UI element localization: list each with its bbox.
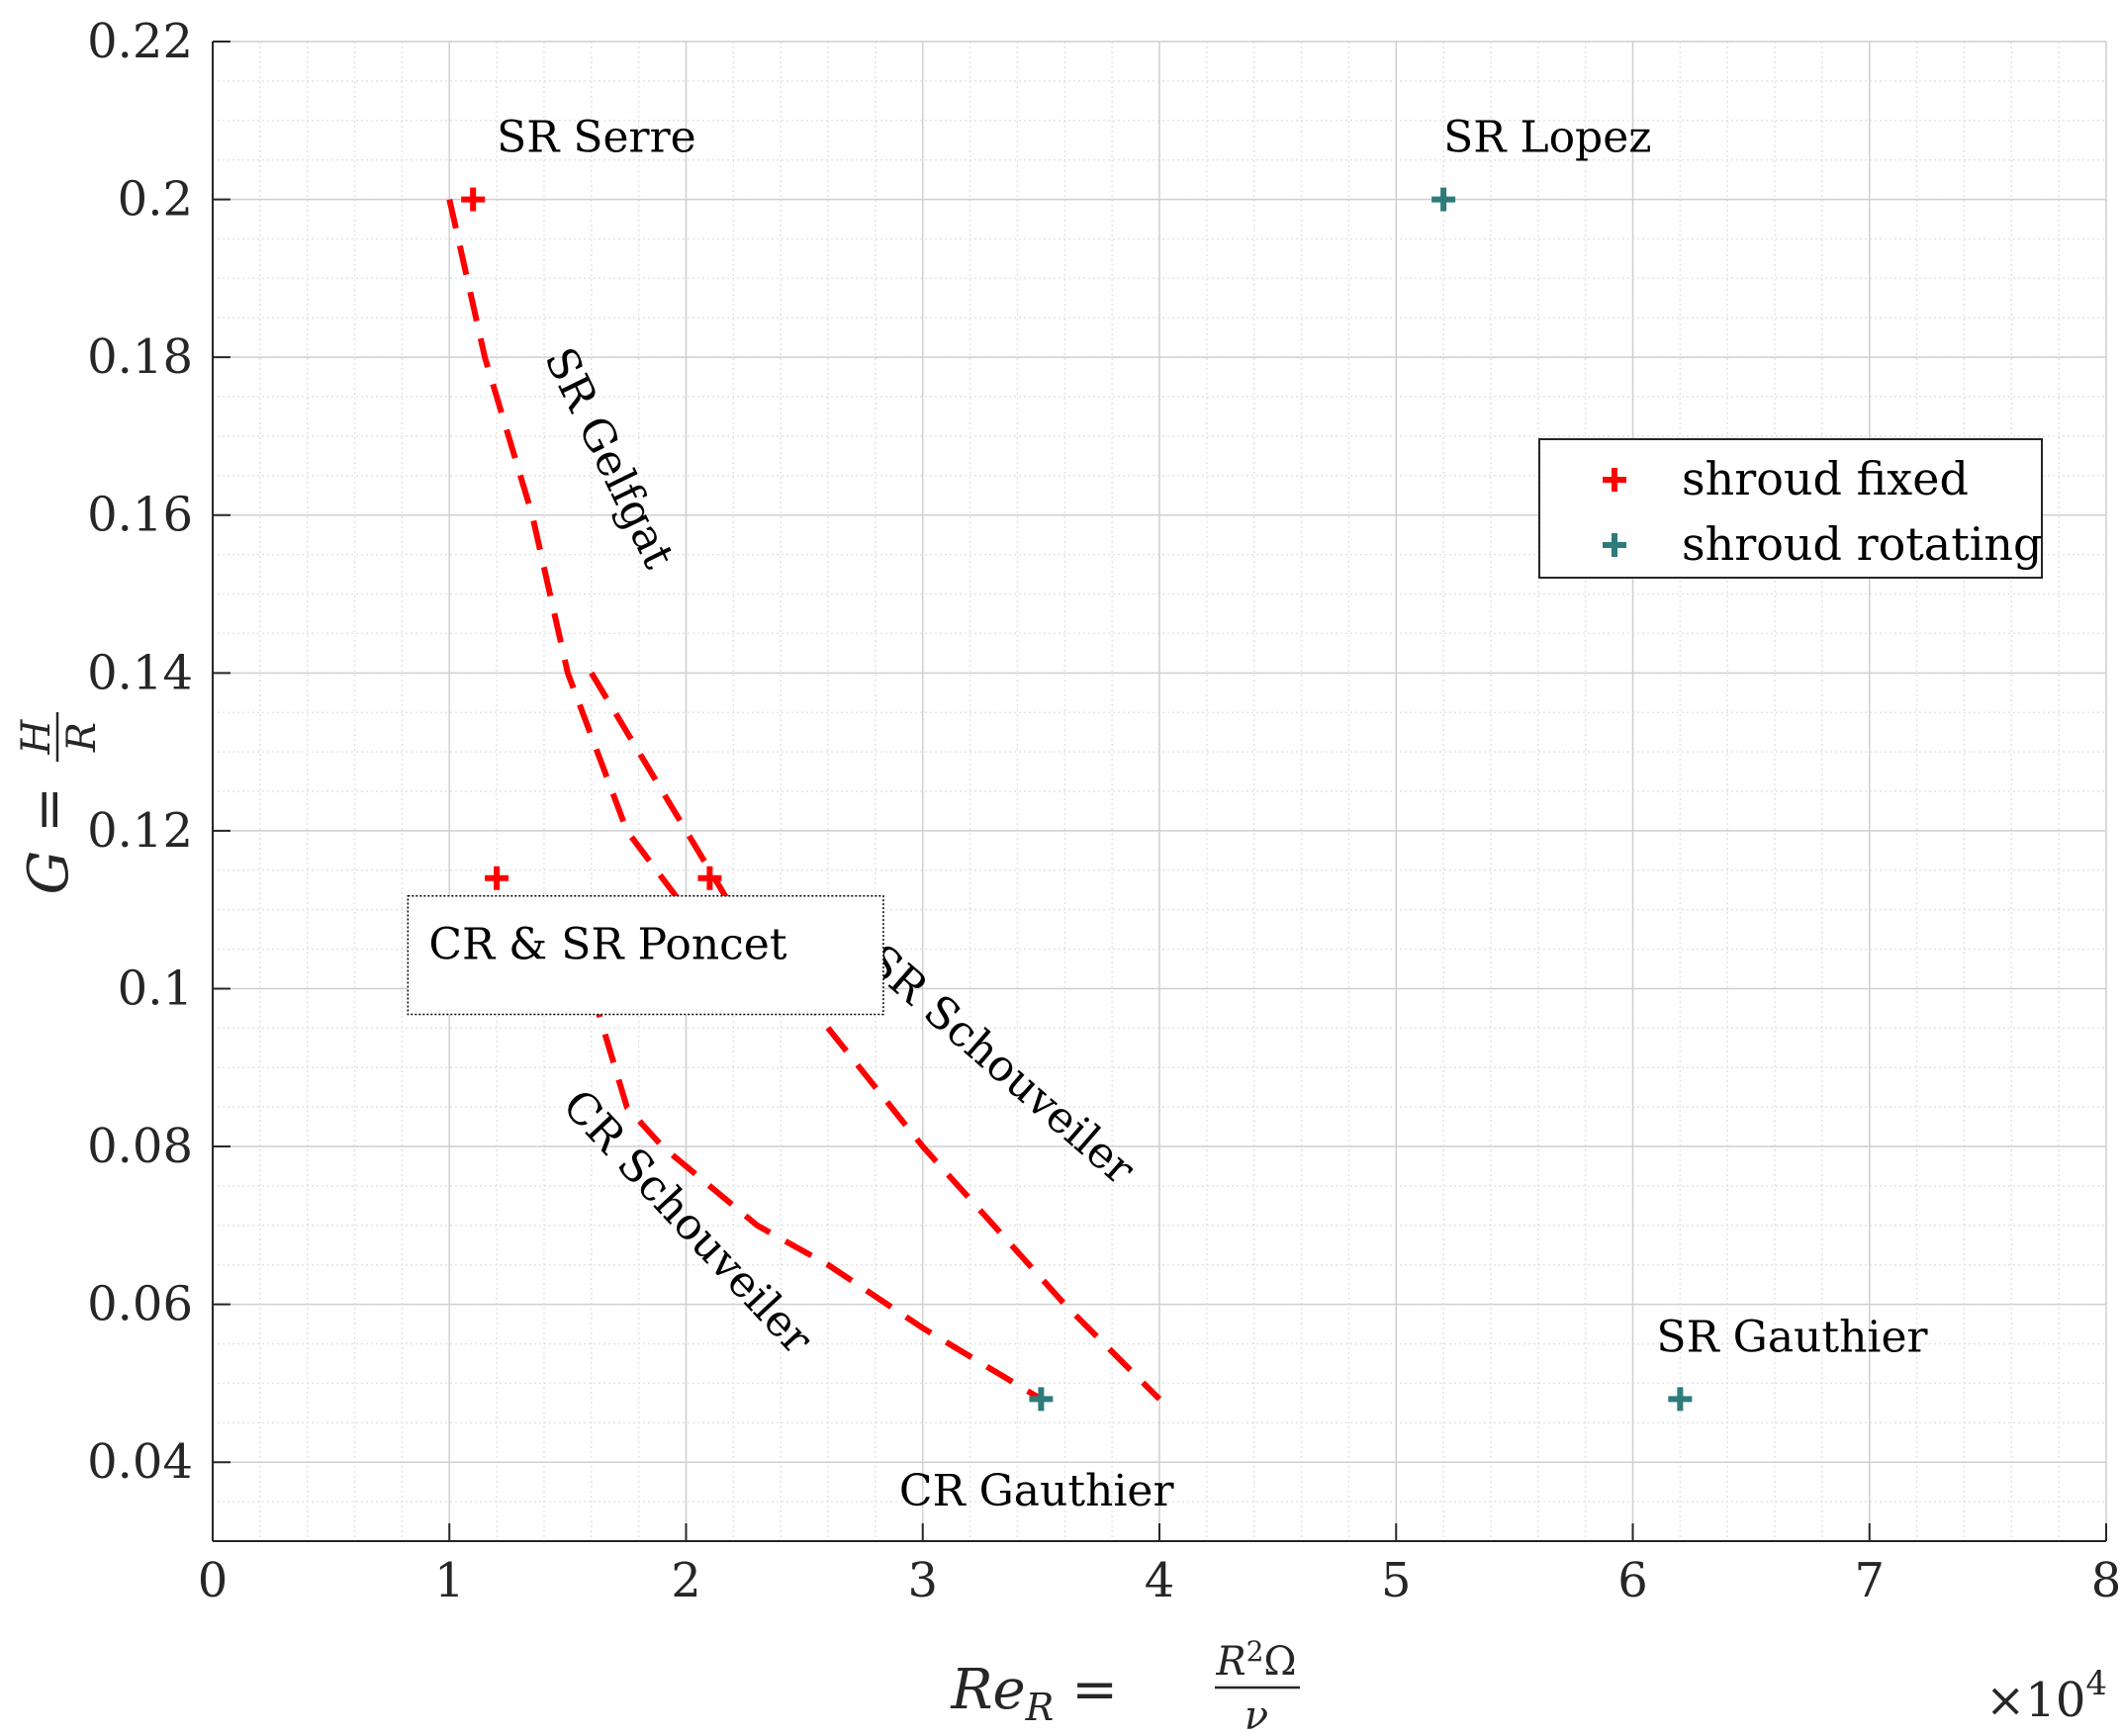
legend-label: shroud rotating bbox=[1682, 517, 2042, 571]
x-tick-label: 6 bbox=[1617, 1553, 1648, 1608]
y-tick-label: 0.06 bbox=[87, 1277, 193, 1332]
dashed-curve-1 bbox=[446, 198, 736, 991]
x-tick-label: 3 bbox=[907, 1553, 938, 1608]
boxed-annotation-label: CR & SR Poncet bbox=[428, 920, 787, 970]
x-axis-title-denominator: ν bbox=[1245, 1693, 1268, 1736]
data-point-shroud-rotating bbox=[1431, 187, 1456, 212]
annotation-label: SR Lopez bbox=[1443, 113, 1651, 163]
x-axis-title: ReR = bbox=[950, 1658, 1118, 1729]
y-tick-label: 0.16 bbox=[87, 488, 193, 543]
legend-box bbox=[1538, 438, 2043, 579]
x-axis-title-numerator: R2Ω bbox=[1215, 1635, 1296, 1685]
data-point-shroud-fixed bbox=[697, 866, 722, 890]
y-axis-title-denominator: R bbox=[59, 722, 105, 753]
annotation-label: CR Gauthier bbox=[899, 1466, 1175, 1516]
legend-marker bbox=[1603, 533, 1626, 557]
y-tick-label: 0.12 bbox=[87, 803, 193, 859]
x-tick-label: 1 bbox=[434, 1553, 465, 1608]
legend: shroud fixed shroud rotating bbox=[1538, 438, 2043, 579]
data-point-shroud-rotating bbox=[1029, 1387, 1054, 1412]
axes: 0 1 2 3 4 5 6 7 8 0.04 0.06 0.08 0.1 0.12 0.14 0.16 0.18… bbox=[14, 14, 2121, 1736]
data-point-shroud-fixed bbox=[461, 187, 486, 212]
data-point-shroud-fixed bbox=[485, 866, 509, 890]
y-tick-label: 0.04 bbox=[87, 1434, 193, 1490]
y-axis-title-lhs: G = bbox=[17, 786, 81, 894]
x-tick-label: 0 bbox=[198, 1553, 229, 1608]
annotation-label: SR Serre bbox=[497, 113, 696, 163]
x-exponent-label: ×104 bbox=[1985, 1664, 2107, 1728]
legend-label: shroud fixed bbox=[1682, 452, 1969, 505]
x-tick-label: 4 bbox=[1145, 1553, 1175, 1608]
y-tick-label: 0.08 bbox=[87, 1119, 193, 1174]
dashed-curve-3 bbox=[588, 987, 1043, 1402]
curves bbox=[446, 198, 1162, 1402]
dashed-curve-2 bbox=[589, 671, 1162, 1402]
y-axis-title-numerator: H bbox=[14, 718, 59, 755]
x-tick-label: 8 bbox=[2091, 1553, 2121, 1608]
data-point-shroud-rotating bbox=[1668, 1387, 1693, 1412]
x-tick-label: 7 bbox=[1854, 1553, 1885, 1608]
annotation-box bbox=[407, 895, 884, 1016]
y-tick-label: 0.1 bbox=[118, 960, 193, 1016]
annotation-label: CR Schouveiler bbox=[553, 1080, 823, 1365]
y-tick-label: 0.22 bbox=[87, 14, 193, 69]
y-tick-label: 0.14 bbox=[87, 645, 193, 700]
y-axis-title: G = H R bbox=[14, 712, 105, 894]
x-tick-label: 2 bbox=[671, 1553, 701, 1608]
data-points bbox=[461, 187, 1693, 1412]
annotation-label: SR Schouveiler bbox=[857, 935, 1146, 1195]
annotation-label: SR Gelfgat bbox=[534, 340, 685, 577]
annotation-label: SR Gauthier bbox=[1656, 1313, 1928, 1363]
annotations: SR Serre SR Lopez SR Gelfgat SR Schouveiler… bbox=[407, 113, 1929, 1516]
legend-marker bbox=[1603, 468, 1626, 492]
y-tick-label: 0.18 bbox=[87, 329, 193, 385]
grid bbox=[212, 41, 2107, 1542]
y-tick-label: 0.2 bbox=[118, 172, 193, 228]
x-tick-label: 5 bbox=[1381, 1553, 1412, 1608]
